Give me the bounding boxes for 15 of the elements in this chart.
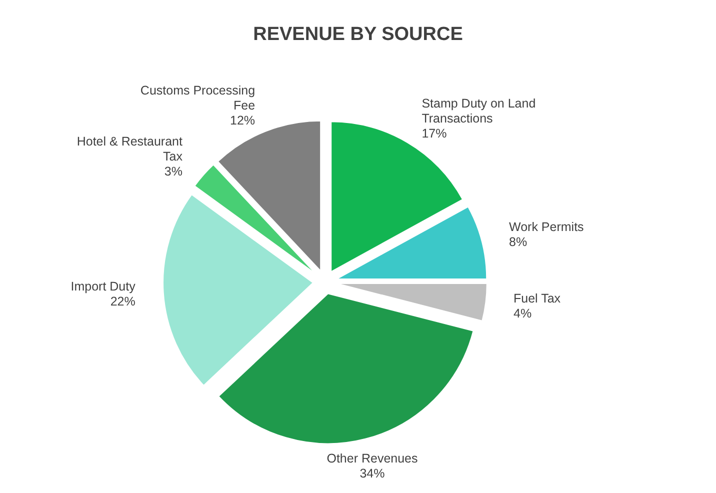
slice-label: Stamp Duty on Land Transactions — [422, 96, 536, 126]
data-label: 17% — [422, 126, 447, 140]
slice-label: Customs Processing Fee — [140, 83, 256, 112]
data-label: 34% — [360, 466, 385, 481]
slice-label: Work Permits — [509, 220, 584, 234]
slice-label: Other Revenues — [326, 452, 418, 466]
data-label: 4% — [514, 306, 532, 320]
chart-title: REVENUE BY SOURCE — [253, 24, 463, 45]
data-label: 22% — [110, 294, 136, 308]
data-label: 12% — [230, 113, 256, 128]
slice-label: Hotel & Restaurant Tax — [76, 134, 184, 164]
data-label: 8% — [509, 235, 528, 250]
data-label: 3% — [164, 164, 182, 178]
slice-label: Fuel Tax — [514, 291, 562, 306]
slice-label: Import Duty — [70, 279, 136, 294]
